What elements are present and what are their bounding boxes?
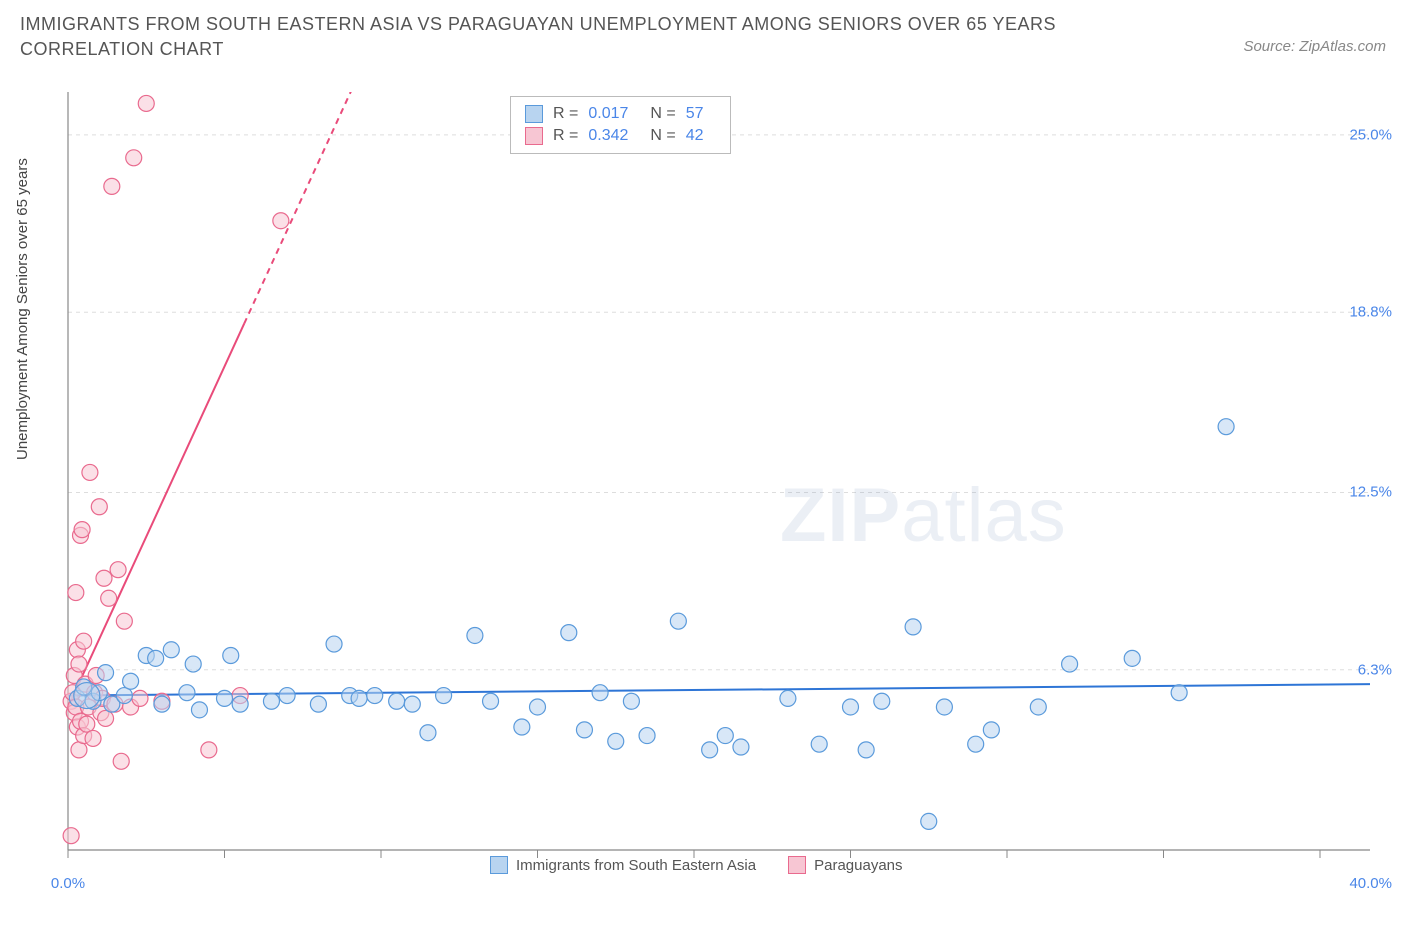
x-tick-label: 40.0%	[1349, 875, 1392, 892]
stat-n-value: 42	[686, 127, 704, 145]
y-tick-label: 12.5%	[1349, 484, 1392, 501]
series-swatch	[525, 105, 543, 123]
stat-n-label: N =	[650, 105, 675, 123]
source-attribution: Source: ZipAtlas.com	[1243, 38, 1386, 55]
series-swatch	[490, 856, 508, 874]
legend-label: Paraguayans	[814, 857, 902, 874]
stat-r-value: 0.342	[588, 127, 628, 145]
scatter-plot	[60, 92, 1380, 882]
stat-r-label: R =	[553, 105, 578, 123]
series-swatch	[525, 127, 543, 145]
chart-title: IMMIGRANTS FROM SOUTH EASTERN ASIA VS PA…	[20, 12, 1120, 62]
y-tick-label: 18.8%	[1349, 304, 1392, 321]
stat-r-label: R =	[553, 127, 578, 145]
legend-item: Immigrants from South Eastern Asia	[490, 856, 756, 874]
legend: Immigrants from South Eastern Asia Paragu…	[490, 856, 903, 874]
legend-item: Paraguayans	[788, 856, 902, 874]
legend-label: Immigrants from South Eastern Asia	[516, 857, 756, 874]
chart-area: R =0.017N =57R =0.342N =42 ZIPatlas Immi…	[60, 92, 1380, 882]
stat-r-value: 0.017	[588, 105, 628, 123]
x-tick-label: 0.0%	[51, 875, 85, 892]
series-swatch	[788, 856, 806, 874]
y-tick-label: 25.0%	[1349, 126, 1392, 143]
stats-box: R = 0.017 N = 57 R = 0.342 N = 42	[510, 96, 731, 154]
stat-n-label: N =	[650, 127, 675, 145]
y-axis-label: Unemployment Among Seniors over 65 years	[14, 158, 31, 460]
stat-n-value: 57	[686, 105, 704, 123]
stats-row: R = 0.342 N = 42	[525, 125, 716, 147]
stats-row: R = 0.017 N = 57	[525, 103, 716, 125]
y-tick-label: 6.3%	[1358, 661, 1392, 678]
